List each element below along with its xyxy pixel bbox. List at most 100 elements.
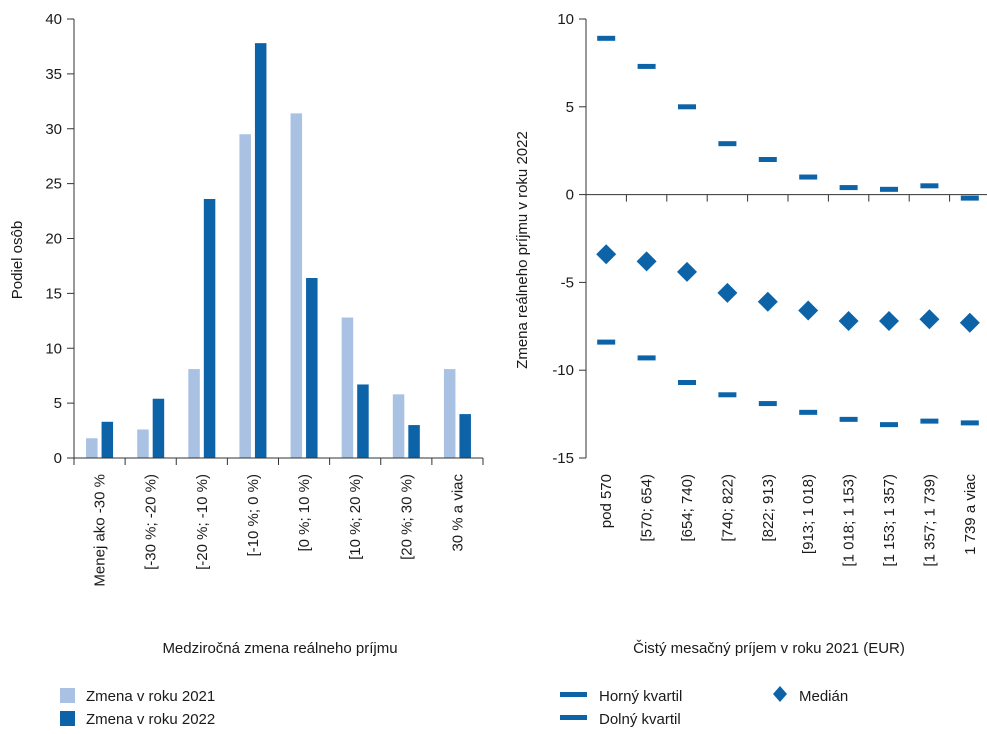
right-x-tick-label: [913; 1 018) bbox=[800, 474, 817, 554]
left-x-tick-label: [-20 %; -10 %) bbox=[194, 474, 211, 570]
left-bar-chart: 0 5 10 15 20 25 30 35 40 Menej ako -30 % [-30 %; … bbox=[9, 11, 484, 657]
right-y-tick-label: 5 bbox=[566, 99, 574, 116]
upper-quartile-marker bbox=[960, 195, 979, 201]
upper-quartile-marker bbox=[678, 104, 696, 110]
lower-quartile-marker bbox=[758, 401, 777, 407]
bar-2022 bbox=[254, 43, 267, 459]
left-x-tick-label: [10 %; 20 %) bbox=[347, 474, 364, 560]
right-x-tick-label: [570; 654) bbox=[639, 474, 656, 542]
right-y-tick-label: -10 bbox=[552, 362, 574, 379]
bar-2021 bbox=[137, 429, 149, 458]
left-y-axis-label: Podiel osôb bbox=[9, 221, 26, 299]
legend-swatch-lower-quartile bbox=[560, 715, 587, 720]
bar-2021 bbox=[86, 438, 98, 458]
right-y-tick-label: 0 bbox=[566, 187, 574, 204]
median-marker bbox=[838, 311, 859, 332]
bar-2022 bbox=[152, 398, 165, 458]
lower-quartile-marker bbox=[839, 416, 858, 422]
right-quartile-chart: 10 5 0 -5 -10 -15 pod 570 [570; 654) [654; 740)… bbox=[514, 11, 987, 657]
bar-2021 bbox=[239, 134, 251, 459]
right-y-axis-label: Zmena reálneho príjmu v roku 2022 bbox=[514, 131, 531, 369]
median-marker bbox=[636, 251, 657, 272]
upper-quartile-marker bbox=[637, 63, 656, 69]
bar-2021 bbox=[341, 317, 354, 458]
right-x-tick-label: [1 357; 1 739) bbox=[921, 474, 938, 567]
bar-2021 bbox=[290, 113, 303, 458]
right-y-tick-label: -15 bbox=[552, 450, 574, 467]
left-y-tick-label: 0 bbox=[54, 450, 62, 467]
right-x-tick-label: 1 739 a viac bbox=[962, 474, 979, 555]
left-y-tick-label: 35 bbox=[45, 66, 62, 83]
left-x-tick-label: Menej ako -30 % bbox=[92, 474, 109, 587]
lower-quartile-marker bbox=[960, 420, 979, 426]
median-marker bbox=[919, 309, 940, 330]
left-y-tick-label: 5 bbox=[54, 395, 62, 412]
legend-label-upper-quartile: Horný kvartil bbox=[599, 688, 682, 705]
left-y-tick-label: 15 bbox=[45, 285, 62, 302]
upper-quartile-marker bbox=[839, 185, 858, 191]
legend-label-2021: Zmena v roku 2021 bbox=[86, 688, 215, 705]
legend-swatch-upper-quartile bbox=[560, 692, 587, 697]
left-y-tick-labels: 0 5 10 15 20 25 30 35 40 bbox=[45, 11, 62, 467]
left-y-tick-label: 30 bbox=[45, 121, 62, 138]
upper-quartile-marker bbox=[758, 156, 777, 162]
lower-quartile-marker bbox=[678, 379, 696, 385]
right-x-tick-label: [654; 740) bbox=[679, 474, 696, 542]
left-x-tick-label: [-30 %; -20 %) bbox=[143, 474, 160, 570]
bar-2021 bbox=[392, 394, 405, 458]
legend-label-2022: Zmena v roku 2022 bbox=[86, 711, 215, 728]
lower-quartile-marker bbox=[718, 392, 737, 398]
right-axes bbox=[579, 18, 987, 459]
legend-right: Horný kvartil Dolný kvartil Medián bbox=[560, 686, 848, 728]
lower-quartile-marker bbox=[597, 339, 616, 345]
bar-2022 bbox=[408, 425, 420, 458]
lower-quartile-marker bbox=[637, 355, 656, 361]
lower-quartile-marker bbox=[880, 422, 898, 428]
legend-swatch-2022 bbox=[60, 711, 75, 726]
lower-quartile-marker bbox=[799, 409, 818, 415]
bar-2021 bbox=[188, 369, 200, 458]
left-x-tick-label: [0 %; 10 %) bbox=[296, 474, 313, 552]
left-x-tick-label: [20 %; 30 %) bbox=[398, 474, 415, 560]
left-y-tick-label: 20 bbox=[45, 231, 62, 248]
right-marks bbox=[596, 35, 980, 428]
median-marker bbox=[959, 312, 980, 333]
legend-left: Zmena v roku 2021 Zmena v roku 2022 bbox=[60, 688, 215, 728]
bar-2022 bbox=[357, 384, 369, 458]
left-bars bbox=[86, 43, 471, 459]
bar-2022 bbox=[203, 198, 216, 459]
right-y-tick-label: -5 bbox=[561, 274, 574, 291]
bar-2022 bbox=[459, 414, 471, 458]
upper-quartile-marker bbox=[718, 141, 737, 147]
median-marker bbox=[879, 311, 899, 332]
upper-quartile-marker bbox=[880, 186, 898, 192]
upper-quartile-marker bbox=[920, 183, 939, 189]
right-x-tick-label: [1 153; 1 357) bbox=[881, 474, 898, 567]
legend-label-lower-quartile: Dolný kvartil bbox=[599, 711, 681, 728]
right-y-tick-labels: 10 5 0 -5 -10 -15 bbox=[552, 11, 574, 467]
median-marker bbox=[717, 282, 738, 303]
median-marker bbox=[596, 244, 617, 265]
median-marker bbox=[677, 261, 697, 282]
right-x-tick-labels: pod 570 [570; 654) [654; 740) [740; 822) [82… bbox=[598, 474, 979, 567]
median-marker bbox=[798, 300, 819, 321]
right-x-tick-label: [740; 822) bbox=[719, 474, 736, 542]
right-x-tick-label: pod 570 bbox=[598, 474, 615, 528]
legend-swatch-median bbox=[773, 686, 787, 702]
lower-quartile-marker bbox=[920, 418, 939, 424]
median-marker bbox=[757, 291, 778, 312]
left-x-tick-label: [-10 %; 0 %) bbox=[245, 474, 262, 557]
left-axes bbox=[67, 18, 484, 465]
right-x-tick-label: [822; 913) bbox=[760, 474, 777, 542]
left-y-tick-label: 40 bbox=[45, 11, 62, 28]
left-x-tick-labels: Menej ako -30 % [-30 %; -20 %) [-20 %; -10… bbox=[92, 474, 467, 587]
legend-label-median: Medián bbox=[799, 688, 848, 705]
left-y-tick-label: 10 bbox=[45, 340, 62, 357]
bar-2022 bbox=[101, 421, 114, 458]
right-y-tick-label: 10 bbox=[557, 11, 574, 28]
right-x-axis-label: Čistý mesačný príjem v roku 2021 (EUR) bbox=[633, 640, 905, 657]
legend-swatch-2021 bbox=[60, 688, 75, 703]
left-x-tick-label: 30 % a viac bbox=[449, 474, 466, 552]
left-y-tick-label: 25 bbox=[45, 176, 62, 193]
